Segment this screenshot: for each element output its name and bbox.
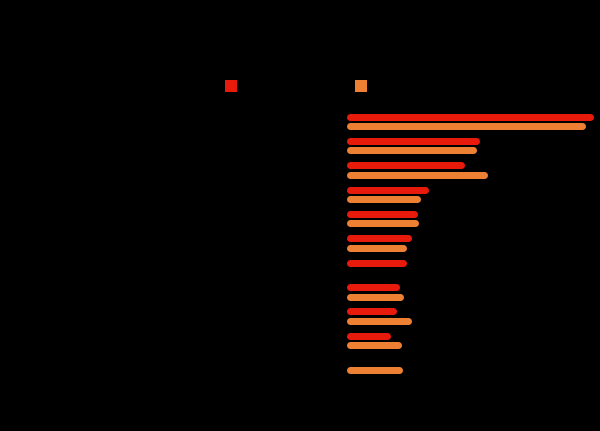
legend-label-0: Series 1 (242, 80, 283, 92)
bar-group: Category 10 (288, 331, 600, 355)
plot-area: Category 1 Category 2 Category 3 Category 4… (288, 112, 600, 380)
category-label: Category 11 (288, 358, 342, 370)
category-label: Category 9 (293, 309, 342, 321)
bar-series-2[interactable] (347, 171, 488, 179)
category-label: Category 8 (293, 285, 342, 297)
bar-series-1[interactable] (347, 113, 594, 121)
square-marker-icon (225, 80, 237, 92)
category-label: Category 10 (287, 334, 342, 346)
bar-group: Category 8 (293, 283, 600, 307)
bar-series-1[interactable] (347, 308, 398, 316)
category-label: Category 3 (293, 163, 342, 175)
x-axis-tick: 60 (493, 385, 505, 396)
bar-series-2[interactable] (347, 366, 403, 374)
bar-series-2[interactable] (347, 147, 478, 155)
bar-group: Category 11 (288, 356, 600, 380)
category-label: Category 6 (293, 236, 342, 248)
bar-series-1[interactable] (347, 210, 419, 218)
legend-label-1: Series 2 (372, 80, 413, 92)
bar-series-1[interactable] (347, 235, 413, 243)
bar-group: Category 9 (293, 307, 600, 331)
bar-series-2[interactable] (347, 123, 587, 130)
bar-group: Category 5 (293, 209, 600, 233)
category-label: Category 1 (293, 115, 342, 126)
bar-series-1[interactable] (347, 137, 480, 145)
bar-series-2[interactable] (347, 196, 421, 204)
category-label: Category 2 (293, 139, 342, 151)
bar-series-2[interactable] (347, 317, 413, 325)
bar-series-1[interactable] (347, 162, 465, 170)
square-marker-icon (355, 80, 368, 92)
bar-group: Category 2 (293, 136, 600, 160)
bar-group: Category 1 (293, 112, 600, 136)
bar-series-1[interactable] (347, 332, 392, 340)
category-label: Category 7 (293, 261, 342, 273)
bar-series-2[interactable] (347, 342, 402, 350)
legend-entry-1[interactable]: Series 2 (355, 80, 413, 92)
x-axis-tick: 0 (344, 385, 350, 396)
bar-series-1[interactable] (347, 186, 429, 194)
x-axis-tick: 100 (591, 385, 600, 396)
x-axis-tick: 80 (543, 385, 555, 396)
x-axis-tick: 40 (442, 385, 454, 396)
bar-series-2[interactable] (347, 220, 420, 228)
chart-legend: Series 1 Series 2 (225, 78, 413, 94)
category-label: Category 5 (293, 212, 342, 224)
x-axis-tick: 20 (392, 385, 404, 396)
category-label: Category 4 (293, 188, 342, 200)
legend-entry-0[interactable]: Series 1 (225, 80, 282, 92)
bar-series-1[interactable] (347, 259, 407, 267)
bar-group: Category 3 (293, 161, 600, 185)
bar-series-2[interactable] (347, 244, 407, 252)
bar-series-2[interactable] (347, 293, 404, 301)
x-axis: 0 20 40 60 80 100 (344, 381, 600, 407)
bar-group: Category 6 (293, 234, 600, 258)
bar-series-1[interactable] (347, 284, 400, 292)
bar-group: Category 7 (293, 258, 600, 282)
bar-group: Category 4 (293, 185, 600, 209)
